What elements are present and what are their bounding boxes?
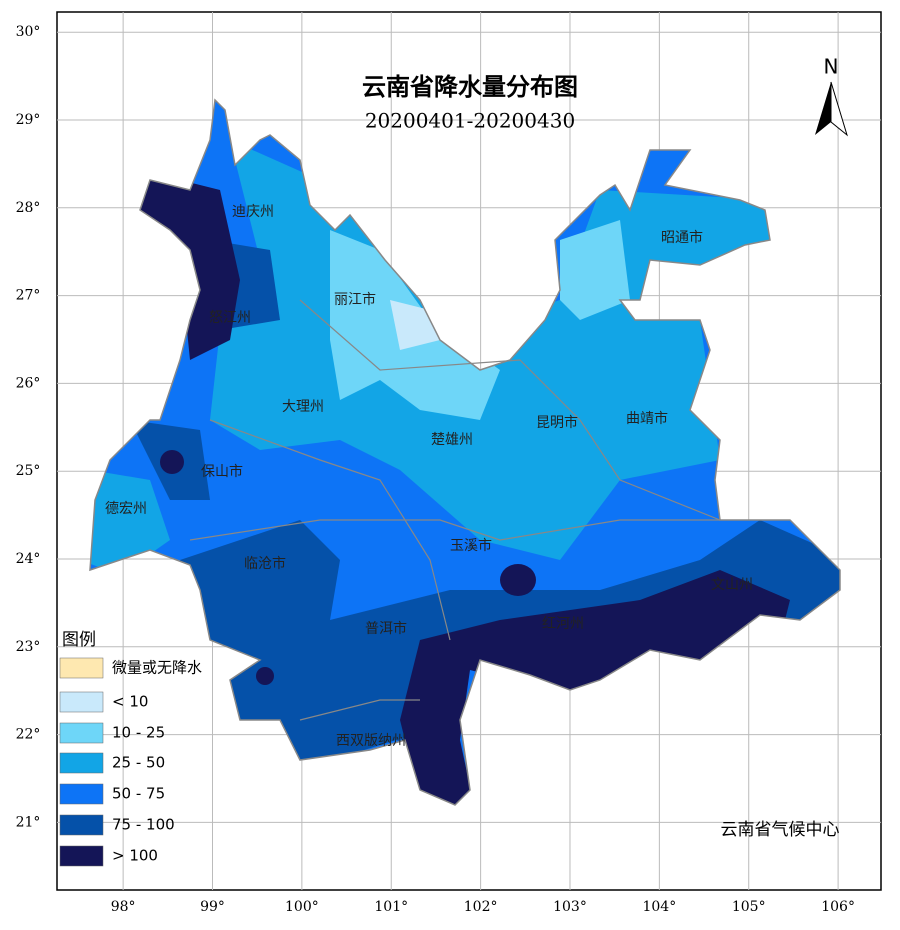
legend-title: 图例	[62, 630, 96, 650]
credit: 云南省气候中心	[721, 820, 840, 840]
legend-label: > 100	[112, 847, 158, 865]
city-label: 保山市	[201, 463, 243, 480]
legend-swatch	[59, 752, 104, 774]
y-tick-label: 23°	[16, 639, 41, 655]
y-tick-label: 27°	[16, 288, 41, 304]
x-tick-label: 103°	[553, 899, 587, 915]
x-tick-label: 102°	[464, 899, 498, 915]
y-tick-label: 26°	[16, 375, 41, 391]
city-label: 楚雄州	[431, 432, 473, 448]
city-label: 曲靖市	[626, 410, 668, 427]
y-tick-label: 21°	[16, 814, 41, 830]
legend-label: 50 - 75	[112, 785, 165, 803]
legend-label: 微量或无降水	[112, 659, 202, 677]
x-tick-label: 105°	[732, 899, 766, 915]
legend-label: < 10	[112, 693, 148, 711]
city-label: 怒江州	[209, 310, 251, 326]
x-tick-label: 98°	[111, 899, 136, 915]
city-label: 德宏州	[105, 501, 147, 517]
y-tick-label: 28°	[16, 200, 41, 216]
x-tick-label: 104°	[642, 899, 676, 915]
legend-label: 75 - 100	[112, 816, 175, 834]
y-tick-label: 30°	[16, 24, 41, 40]
legend-swatch	[59, 814, 104, 836]
city-label: 普洱市	[365, 620, 407, 637]
city-label: 昆明市	[536, 414, 578, 431]
subtitle: 20200401-20200430	[365, 109, 575, 133]
city-label: 昭通市	[661, 229, 703, 246]
y-tick-label: 25°	[16, 463, 41, 479]
legend-swatch	[59, 845, 104, 867]
legend-swatch	[59, 783, 104, 805]
y-tick-label: 24°	[16, 551, 41, 567]
x-tick-label: 101°	[374, 899, 408, 915]
north-arrow	[815, 82, 831, 135]
y-tick-label: 29°	[16, 112, 41, 128]
city-label: 西双版纳州	[336, 733, 406, 749]
legend-swatch	[59, 691, 104, 713]
city-label: 丽江市	[334, 291, 376, 308]
north-label: N	[824, 55, 839, 79]
legend-label: 10 - 25	[112, 724, 165, 742]
y-tick-label: 22°	[16, 727, 41, 743]
x-tick-label: 99°	[200, 899, 225, 915]
legend-label: 25 - 50	[112, 754, 165, 772]
city-label: 大理州	[282, 399, 324, 415]
x-tick-label: 100°	[285, 899, 319, 915]
north-arrow	[830, 81, 848, 137]
city-label: 迪庆州	[232, 204, 274, 220]
city-label: 红河州	[542, 616, 584, 632]
city-label: 临沧市	[244, 555, 286, 572]
legend-swatch	[59, 657, 104, 679]
x-tick-label: 106°	[821, 899, 855, 915]
city-label: 玉溪市	[450, 537, 492, 554]
legend-swatch	[59, 722, 104, 744]
city-label: 文山州	[711, 577, 753, 593]
title: 云南省降水量分布图	[362, 73, 578, 101]
